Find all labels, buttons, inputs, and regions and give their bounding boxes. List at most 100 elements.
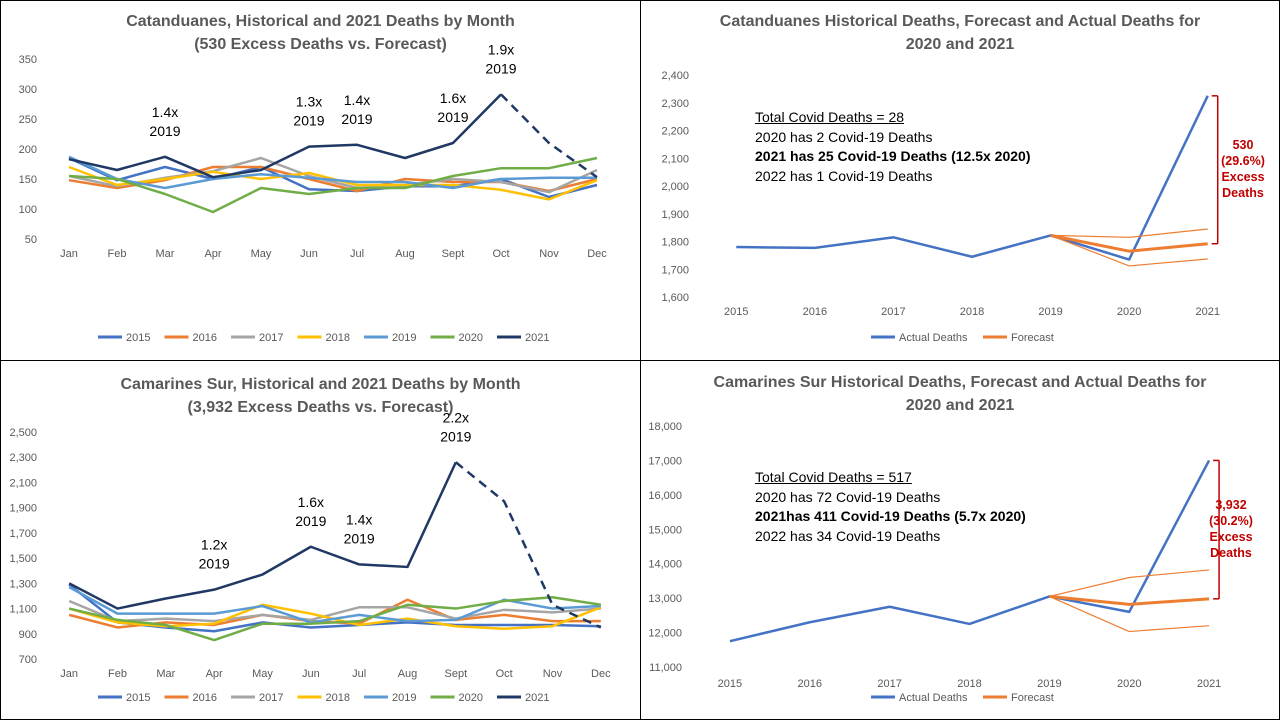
legend-label-2015: 2015: [126, 332, 150, 344]
y-tick-label: 2,400: [661, 70, 689, 82]
note-2021: 2021 has 25 Covid-19 Deaths (12.5x 2020): [755, 148, 1031, 164]
excess-word2: Deaths: [1210, 546, 1252, 560]
y-tick-label: 14,000: [648, 559, 682, 571]
series-lower-bound-line: [1049, 595, 1210, 633]
x-tick-label: Jul: [350, 248, 364, 260]
y-tick-label: 1,100: [9, 604, 37, 616]
series-actual-deaths-line: [736, 95, 1209, 261]
y-tick-label: 13,000: [648, 593, 682, 605]
legend-label-2016: 2016: [193, 332, 217, 344]
x-tick-label: Dec: [591, 668, 611, 680]
note-total: Total Covid Deaths = 28: [755, 109, 905, 125]
x-tick-label: Jan: [60, 248, 78, 260]
excess-count: 3,932: [1215, 498, 1247, 512]
x-tick-label: Nov: [543, 668, 563, 680]
y-tick-label: 2,300: [661, 98, 689, 110]
annotation-ratio: 1.3x: [296, 94, 322, 110]
x-tick-label: 2021: [1195, 306, 1219, 318]
chart-title: Camarines Sur, Historical and 2021 Death…: [1, 373, 640, 419]
note-2022: 2022 has 1 Covid-19 Deaths: [755, 167, 933, 184]
legend-label-2016: 2016: [193, 692, 217, 704]
annotation-ratio: 1.9x: [488, 41, 514, 57]
annotation-reference: 2019: [341, 111, 372, 127]
chart-title-line2: (3,932 Excess Deaths vs. Forecast): [187, 399, 454, 416]
y-tick-label: 1,800: [661, 237, 689, 249]
y-tick-label: 15,000: [648, 524, 682, 536]
series-2021-line: [68, 93, 502, 179]
note-2021: 2021has 411 Covid-19 Deaths (5.7x 2020): [755, 508, 1026, 524]
y-tick-label: 350: [19, 54, 37, 66]
series-2017-line: [68, 156, 598, 194]
x-tick-label: 2020: [1117, 306, 1141, 318]
y-tick-label: 1,500: [9, 553, 37, 565]
x-tick-label: Oct: [496, 668, 513, 680]
y-tick-label: 18,000: [648, 421, 682, 433]
chart-panel-catanduanes-monthly: Catanduanes, Historical and 2021 Deaths …: [0, 0, 641, 361]
series-2021-line: [68, 461, 457, 610]
annotation-ratio: 1.2x: [201, 537, 227, 553]
excess-deaths-label: 530 (29.6%) Excess Deaths: [1213, 137, 1273, 201]
chart-title: Camarines Sur Historical Deaths, Forecas…: [641, 371, 1279, 417]
legend-label-2021: 2021: [525, 692, 549, 704]
chart-title-line2: 2020 and 2021: [905, 397, 1015, 414]
annotation-ratio: 1.4x: [152, 104, 178, 120]
chart-title-line2: (530 Excess Deaths vs. Forecast): [194, 36, 447, 53]
y-tick-label: 12,000: [648, 628, 682, 640]
legend-label-2018: 2018: [326, 692, 350, 704]
annotation-reference: 2019: [199, 556, 230, 572]
y-tick-label: 2,200: [661, 126, 689, 138]
x-tick-label: Sept: [445, 668, 468, 680]
chart-plot-camarines-yearly: 11,000 12,000 13,000 14,000 15,000 16,000 17,0…: [648, 421, 1221, 704]
legend-label-2015: 2015: [126, 692, 150, 704]
x-tick-label: 2016: [803, 306, 827, 318]
covid-deaths-note: Total Covid Deaths = 28 2020 has 2 Covid…: [755, 108, 1031, 186]
x-tick-label: Jan: [60, 668, 78, 680]
excess-word1: Excess: [1221, 170, 1265, 184]
y-tick-label: 2,000: [661, 181, 689, 193]
x-tick-label: Jun: [300, 248, 318, 260]
chart-panel-catanduanes-yearly: Catanduanes Historical Deaths, Forecast …: [640, 0, 1280, 361]
y-tick-label: 900: [19, 629, 37, 641]
x-tick-label: Jun: [302, 668, 320, 680]
excess-deaths-label: 3,932 (30.2%) Excess Deaths: [1201, 497, 1261, 561]
y-tick-label: 2,100: [9, 477, 37, 489]
legend-label-2019: 2019: [392, 692, 416, 704]
x-tick-label: 2016: [798, 678, 822, 690]
x-tick-label: 2020: [1117, 678, 1141, 690]
note-2022: 2022 has 34 Covid-19 Deaths: [755, 527, 941, 544]
legend-label-forecast: Forecast: [1011, 692, 1054, 704]
x-tick-label: 2019: [1037, 678, 1061, 690]
series-2020-line: [68, 595, 602, 642]
legend-label-2020: 2020: [459, 332, 483, 344]
series-forecast-line: [1049, 594, 1210, 606]
legend-label-actual-deaths: Actual Deaths: [899, 692, 968, 704]
y-tick-label: 16,000: [648, 490, 682, 502]
annotation-reference: 2019: [437, 109, 468, 125]
y-tick-label: 1,700: [661, 264, 689, 276]
series-upper-bound-line: [1050, 228, 1208, 238]
y-tick-label: 11,000: [649, 662, 682, 674]
y-tick-label: 150: [19, 174, 37, 186]
y-tick-label: 250: [19, 114, 37, 126]
note-2020: 2020 has 2 Covid-19 Deaths: [755, 128, 933, 145]
x-tick-label: Aug: [398, 668, 418, 680]
annotation-ratio: 1.4x: [344, 92, 370, 108]
x-tick-label: 2015: [724, 306, 748, 318]
chart-title-line1: Camarines Sur Historical Deaths, Forecas…: [713, 374, 1207, 391]
x-tick-label: Mar: [156, 668, 175, 680]
annotation-reference: 2019: [295, 513, 326, 529]
annotation-ratio: 1.4x: [346, 511, 372, 527]
chart-title-line1: Catanduanes Historical Deaths, Forecast …: [719, 13, 1201, 30]
x-tick-label: Apr: [204, 248, 221, 260]
series-actual-deaths-line: [729, 459, 1211, 643]
y-tick-label: 1,600: [661, 292, 689, 304]
y-tick-label: 1,300: [9, 578, 37, 590]
y-tick-label: 17,000: [648, 455, 682, 467]
x-tick-label: 2015: [718, 678, 742, 690]
chart-plot-catanduanes-monthly: 50 100 150 200 250 300 350 Jan Feb Mar Apr May Jun Ju…: [19, 41, 608, 344]
x-tick-label: 2017: [877, 678, 901, 690]
chart-title-line2: 2020 and 2021: [905, 36, 1015, 53]
x-tick-label: Apr: [206, 668, 223, 680]
x-tick-label: Feb: [108, 668, 127, 680]
chart-panel-camarines-monthly: Camarines Sur, Historical and 2021 Death…: [0, 360, 641, 720]
